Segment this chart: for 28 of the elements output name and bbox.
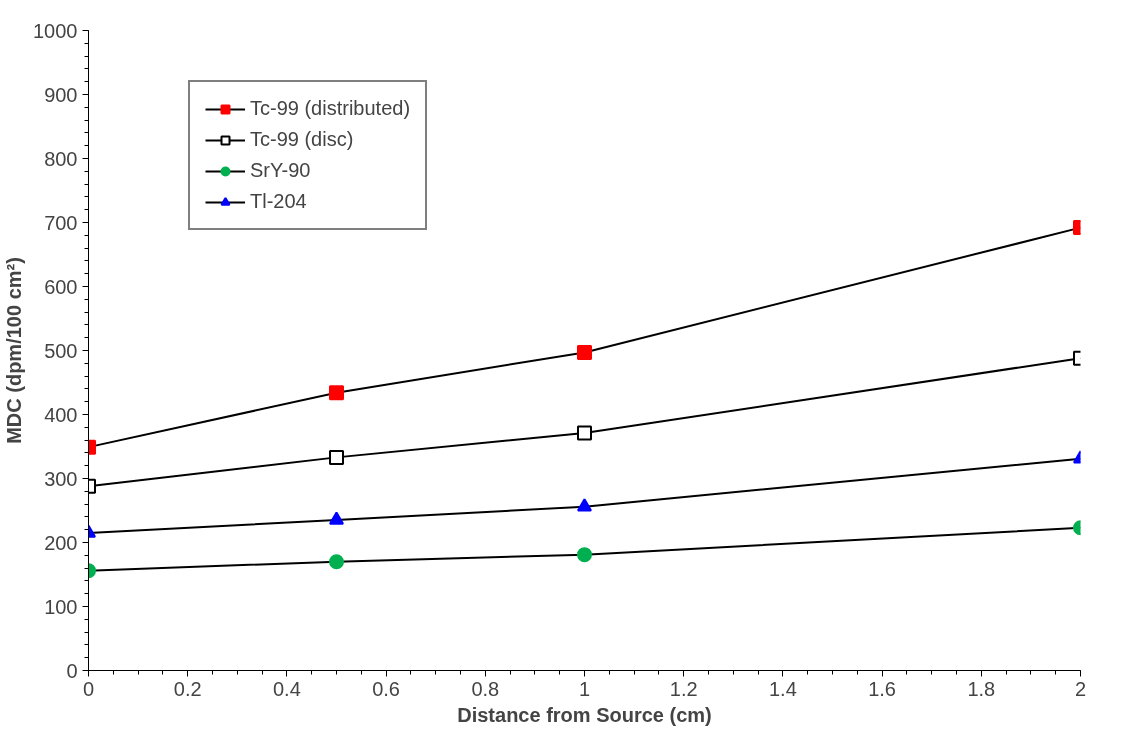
y-tick-label: 700 [44,211,78,234]
x-tick-label: 0.4 [273,677,301,700]
x-tick-label: 1.6 [868,677,897,700]
x-tick-label: 1 [578,677,591,700]
y-tick-label: 900 [44,83,78,106]
x-tick-label: 0.6 [372,677,401,700]
x-tick-label: 1.2 [669,677,698,700]
y-tick-label: 300 [44,467,78,490]
x-tick-label: 0.2 [173,677,202,700]
x-tick-label: 0.8 [471,677,500,700]
y-tick-label: 1000 [33,19,78,42]
legend-label: SrY-90 [250,159,311,182]
y-tick-label: 0 [66,659,78,682]
legend-label: Tc-99 (disc) [250,128,354,151]
y-tick-label: 400 [44,403,78,426]
y-tick-label: 200 [44,531,78,554]
legend-label: Tl-204 [250,190,307,213]
x-tick-label: 1.8 [967,677,996,700]
legend-label: Tc-99 (distributed) [250,97,411,120]
x-axis-title: Distance from Source (cm) [457,703,712,726]
y-tick-label: 100 [44,595,78,618]
y-tick-label: 600 [44,275,78,298]
x-tick-label: 0 [82,677,95,700]
x-tick-label: 1.4 [769,677,797,700]
x-tick-label: 2 [1074,677,1087,700]
y-axis-title: MDC (dpm/100 cm²) [3,257,26,444]
y-tick-label: 800 [44,147,78,170]
y-tick-label: 500 [44,339,78,362]
